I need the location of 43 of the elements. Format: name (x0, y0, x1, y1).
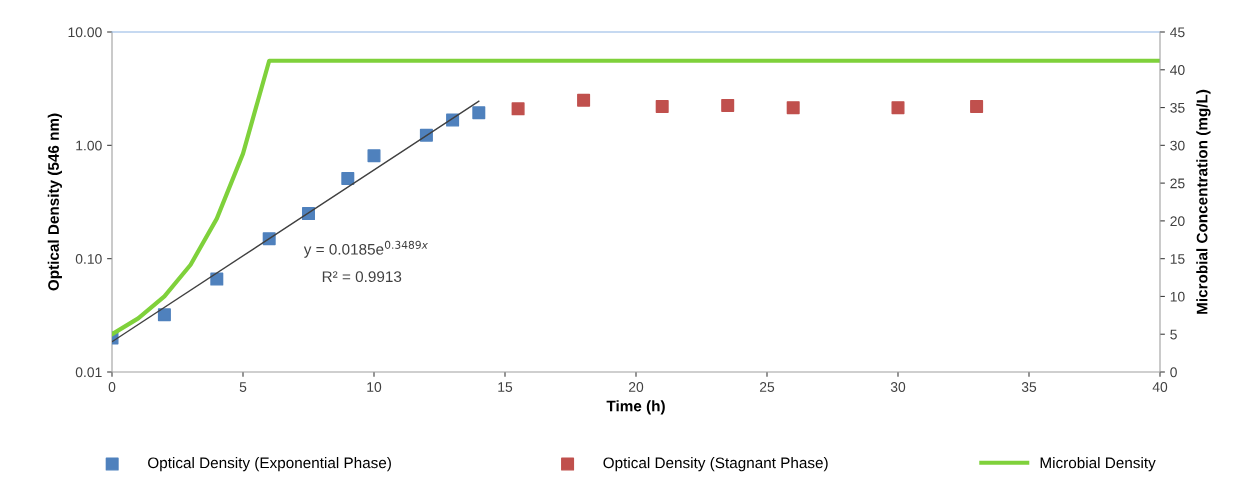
y-axis-title: Optical Density (546 nm) (47, 113, 62, 291)
point (341, 171, 355, 185)
y2-axis-title: Microbial Concentration (mg/L) (1196, 89, 1211, 314)
annotation: y = 0.0185e$^{0.3489x}$ (303, 240, 429, 258)
x-tick-label: 40 (1152, 382, 1168, 392)
y2-tick-label: 45 (1170, 27, 1185, 38)
x-tick-label: 30 (890, 382, 906, 392)
point (472, 106, 486, 120)
x-tick-label: 20 (628, 382, 644, 392)
x-tick-label: 10 (367, 382, 382, 392)
x-tick-label: 25 (759, 382, 775, 392)
legend-label: Optical Density (Stagnant Phase) (603, 457, 828, 472)
y-tick-label: 0.10 (75, 254, 102, 264)
point (655, 100, 669, 114)
y2-tick-label: 30 (1170, 140, 1185, 151)
point (511, 102, 525, 116)
y2-tick-label: 20 (1170, 216, 1185, 227)
point (577, 93, 591, 107)
x-tick-label: 0 (108, 382, 116, 392)
annotation: R² = 0.9913 (322, 271, 402, 283)
point (157, 308, 171, 322)
x-tick-label: 5 (239, 382, 247, 392)
point (367, 149, 381, 163)
y2-tick-label: 0 (1170, 367, 1177, 378)
point (891, 101, 905, 115)
x-tick-label: 15 (498, 382, 513, 392)
y-tick-label: 0.01 (75, 367, 102, 378)
legend-label: Optical Density (Exponential Phase) (148, 457, 391, 472)
y2-tick-label: 25 (1170, 178, 1185, 189)
point (721, 98, 735, 112)
x-axis-title: Time (h) (606, 400, 665, 415)
y2-tick-label: 40 (1170, 65, 1185, 75)
point (970, 100, 984, 114)
legend-label: Microbial Density (1040, 457, 1156, 472)
y2-tick-label: 35 (1170, 102, 1185, 113)
y2-tick-label: 10 (1170, 291, 1185, 302)
point (210, 272, 224, 286)
y-tick-label: 10.00 (68, 27, 102, 38)
x-tick-label: 35 (1021, 382, 1037, 392)
y2-tick-label: 5 (1170, 329, 1177, 340)
point (786, 101, 800, 115)
y2-tick-label: 15 (1170, 254, 1185, 264)
y-tick-label: 1.00 (76, 140, 102, 151)
